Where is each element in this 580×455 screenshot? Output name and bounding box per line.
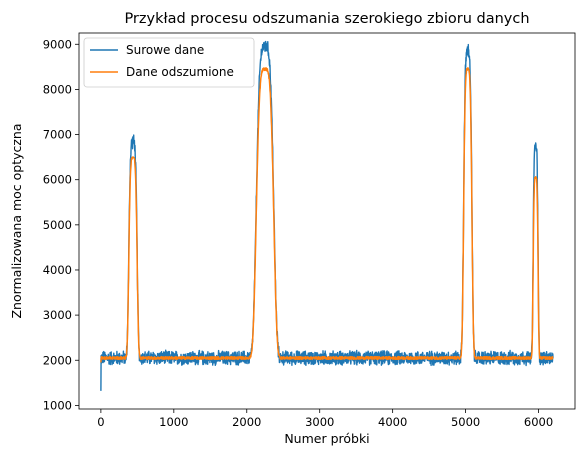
series-raw-line bbox=[100, 40, 554, 391]
y-axis: 1000 2000 3000 4000 5000 6000 7000 8000 9000 bbox=[43, 37, 79, 412]
series-layer bbox=[100, 40, 554, 391]
y-tick-label: 5000 bbox=[43, 218, 72, 232]
x-axis: 0 1000 2000 3000 4000 5000 6000 bbox=[97, 409, 553, 429]
chart-title: Przykład procesu odszumania szerokiego z… bbox=[124, 11, 529, 27]
x-axis-label: Numer próbki bbox=[284, 431, 369, 446]
legend-frame bbox=[83, 37, 255, 88]
x-tick-label: 5000 bbox=[451, 415, 480, 429]
x-tick-label: 4000 bbox=[378, 415, 407, 429]
y-tick-label: 7000 bbox=[43, 128, 72, 142]
y-tick-label: 6000 bbox=[43, 173, 72, 187]
y-tick-label: 9000 bbox=[43, 37, 72, 51]
x-tick-label: 3000 bbox=[305, 415, 334, 429]
legend: Surowe dane Dane odszumione bbox=[83, 37, 255, 88]
y-axis-label: Znormalizowana moc optyczna bbox=[9, 123, 24, 318]
legend-label-smooth: Dane odszumione bbox=[126, 65, 234, 79]
x-tick-label: 6000 bbox=[524, 415, 553, 429]
x-tick-label: 1000 bbox=[159, 415, 188, 429]
plot-area bbox=[78, 32, 576, 410]
legend-label-raw: Surowe dane bbox=[126, 43, 204, 57]
y-tick-label: 3000 bbox=[43, 308, 72, 322]
series-smoothed-line bbox=[100, 67, 554, 363]
y-tick-label: 4000 bbox=[43, 263, 72, 277]
y-tick-label: 2000 bbox=[43, 353, 72, 367]
y-tick-label: 1000 bbox=[43, 398, 72, 412]
plot-frame bbox=[78, 32, 576, 410]
x-tick-label: 0 bbox=[97, 415, 104, 429]
x-tick-label: 2000 bbox=[232, 415, 261, 429]
y-tick-label: 8000 bbox=[43, 82, 72, 96]
